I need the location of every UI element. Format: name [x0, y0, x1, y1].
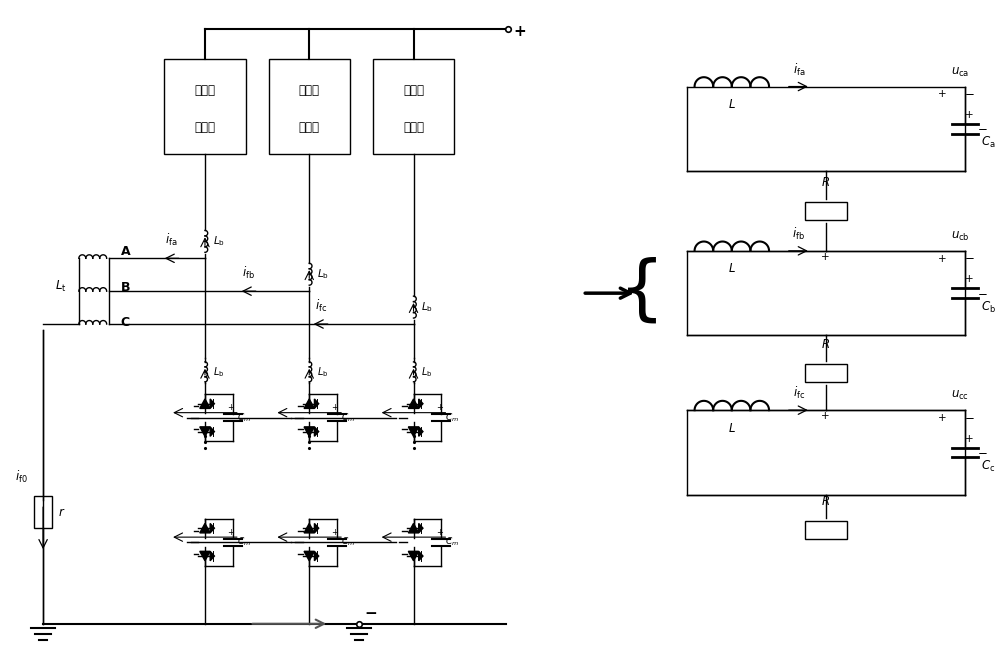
Bar	[269, 59, 350, 154]
Text: +: +	[332, 528, 339, 536]
Bar	[805, 202, 847, 220]
Text: $L_{\mathrm{b}}$: $L_{\mathrm{b}}$	[421, 365, 433, 379]
Text: $i_{\mathrm{f0}}$: $i_{\mathrm{f0}}$	[15, 469, 28, 485]
Text: +: +	[436, 528, 443, 536]
Bar	[34, 497, 52, 528]
Text: $L$: $L$	[728, 263, 736, 275]
Text: +: +	[436, 403, 443, 412]
Text: +: +	[938, 413, 946, 423]
Polygon shape	[210, 524, 214, 533]
Text: $r$: $r$	[58, 506, 65, 518]
Polygon shape	[304, 552, 314, 561]
Text: −: −	[365, 606, 378, 621]
Polygon shape	[210, 552, 214, 561]
Text: B: B	[121, 280, 130, 294]
Text: +: +	[227, 403, 234, 412]
Text: {: {	[619, 256, 665, 325]
Text: $L_{\mathrm{t}}$: $L_{\mathrm{t}}$	[55, 278, 67, 294]
Text: $C_m$: $C_m$	[237, 411, 251, 424]
Bar	[164, 59, 246, 154]
Text: $C_{\mathrm{c}}$: $C_{\mathrm{c}}$	[981, 459, 995, 474]
Text: 上桥臂: 上桥臂	[403, 84, 424, 97]
Polygon shape	[304, 427, 314, 436]
Polygon shape	[200, 524, 210, 533]
Text: $R$: $R$	[821, 338, 830, 351]
Text: $L$: $L$	[728, 422, 736, 434]
Text: +: +	[332, 403, 339, 412]
Text: $L_{\mathrm{b}}$: $L_{\mathrm{b}}$	[213, 365, 224, 379]
Text: $i_{\mathrm{fc}}$: $i_{\mathrm{fc}}$	[315, 298, 327, 314]
Text: $L$: $L$	[728, 98, 736, 111]
Text: +: +	[965, 434, 974, 444]
Text: +: +	[938, 254, 946, 264]
Text: +: +	[938, 90, 946, 99]
Text: $i_{\mathrm{fc}}$: $i_{\mathrm{fc}}$	[793, 385, 805, 401]
Text: +: +	[514, 24, 527, 38]
Polygon shape	[314, 427, 319, 436]
Polygon shape	[419, 552, 423, 561]
Text: $i_{\mathrm{fa}}$: $i_{\mathrm{fa}}$	[165, 232, 178, 249]
Text: C: C	[121, 316, 130, 329]
Polygon shape	[200, 399, 210, 408]
Polygon shape	[314, 399, 319, 408]
Text: 上桥臂: 上桥臂	[299, 84, 320, 97]
Bar	[805, 520, 847, 538]
Text: $R$: $R$	[821, 495, 830, 508]
Text: $C_{\mathrm{b}}$: $C_{\mathrm{b}}$	[981, 300, 996, 315]
Text: −: −	[978, 447, 987, 460]
Text: $u_{\mathrm{cb}}$: $u_{\mathrm{cb}}$	[951, 230, 970, 243]
Text: $u_{\mathrm{ca}}$: $u_{\mathrm{ca}}$	[951, 66, 969, 78]
Polygon shape	[200, 552, 210, 561]
Polygon shape	[200, 427, 210, 436]
Text: 上桥臂: 上桥臂	[194, 84, 215, 97]
Polygon shape	[419, 427, 423, 436]
Text: $L_{\mathrm{b}}$: $L_{\mathrm{b}}$	[317, 267, 329, 281]
Polygon shape	[419, 524, 423, 533]
Text: +: +	[227, 528, 234, 536]
Text: A: A	[121, 245, 130, 258]
Polygon shape	[304, 399, 314, 408]
Text: $C_{\mathrm{a}}$: $C_{\mathrm{a}}$	[981, 135, 995, 151]
Text: +: +	[965, 274, 974, 284]
Text: −: −	[965, 88, 975, 101]
Polygon shape	[408, 399, 419, 408]
Polygon shape	[408, 552, 419, 561]
Text: $u_{\mathrm{cc}}$: $u_{\mathrm{cc}}$	[951, 389, 969, 402]
Polygon shape	[304, 524, 314, 533]
Text: +: +	[821, 252, 830, 262]
Text: −: −	[978, 288, 987, 300]
Text: +: +	[821, 411, 830, 421]
Text: $C_m$: $C_m$	[445, 536, 459, 548]
Bar	[373, 59, 454, 154]
Text: $L_{\mathrm{b}}$: $L_{\mathrm{b}}$	[421, 300, 433, 314]
Text: $i_{\mathrm{fb}}$: $i_{\mathrm{fb}}$	[792, 226, 805, 242]
Text: −: −	[965, 412, 975, 424]
Text: 子模块: 子模块	[299, 121, 320, 134]
Text: $R$: $R$	[821, 176, 830, 189]
Text: $i_{\mathrm{fb}}$: $i_{\mathrm{fb}}$	[242, 265, 255, 281]
Polygon shape	[210, 399, 214, 408]
Text: +: +	[965, 110, 974, 120]
Text: $C_m$: $C_m$	[341, 411, 355, 424]
Polygon shape	[210, 427, 214, 436]
Polygon shape	[408, 427, 419, 436]
Text: $L_{\mathrm{b}}$: $L_{\mathrm{b}}$	[213, 235, 225, 248]
Bar	[805, 364, 847, 382]
Polygon shape	[419, 399, 423, 408]
Text: $C_m$: $C_m$	[341, 536, 355, 548]
Text: 子模块: 子模块	[194, 121, 215, 134]
Text: $i_{\mathrm{fa}}$: $i_{\mathrm{fa}}$	[793, 62, 805, 78]
Text: $L_{\mathrm{b}}$: $L_{\mathrm{b}}$	[317, 365, 329, 379]
Text: −: −	[965, 253, 975, 265]
Text: 子模块: 子模块	[403, 121, 424, 134]
Polygon shape	[314, 552, 319, 561]
Text: $C_m$: $C_m$	[237, 536, 251, 548]
Text: $C_m$: $C_m$	[445, 411, 459, 424]
Polygon shape	[408, 524, 419, 533]
Text: −: −	[978, 123, 987, 137]
Polygon shape	[314, 524, 319, 533]
